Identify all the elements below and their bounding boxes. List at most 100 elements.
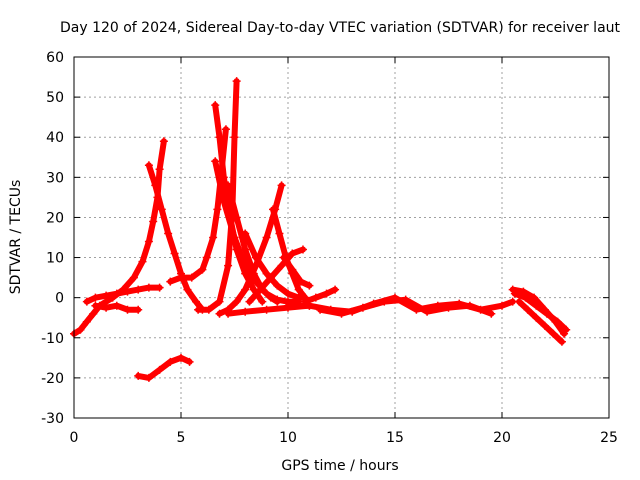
data-point <box>296 277 305 286</box>
y-tick-label: 10 <box>46 251 64 267</box>
data-point <box>288 265 297 274</box>
data-point <box>305 281 314 290</box>
data-point <box>266 293 275 302</box>
data-point <box>102 291 111 300</box>
data-point <box>187 273 196 282</box>
x-tick-label: 25 <box>600 430 618 446</box>
data-point <box>288 249 297 258</box>
data-point <box>245 297 254 306</box>
data-point <box>322 289 331 298</box>
data-point <box>241 307 250 316</box>
data-point <box>215 297 224 306</box>
data-point <box>183 285 192 294</box>
data-point <box>380 297 389 306</box>
data-point <box>155 283 164 292</box>
data-point <box>279 253 288 262</box>
data-point <box>194 305 203 314</box>
data-series-track-22 <box>510 289 571 334</box>
data-point <box>91 301 100 310</box>
y-axis-label: SDTVAR / TECUs <box>8 180 24 295</box>
data-point <box>557 337 566 346</box>
y-tick-label: 20 <box>46 210 64 226</box>
data-point <box>112 301 121 310</box>
data-point <box>89 309 98 318</box>
data-point <box>423 307 432 316</box>
y-tick-label: 40 <box>46 130 64 146</box>
chart-title: Day 120 of 2024, Sidereal Day-to-day VTE… <box>60 20 621 36</box>
data-point <box>215 133 224 142</box>
data-point <box>532 313 541 322</box>
data-series-track-19 <box>316 295 496 318</box>
data-point <box>219 197 228 206</box>
data-point <box>170 249 179 258</box>
y-tick-label: -10 <box>41 331 64 347</box>
data-point <box>157 205 166 214</box>
data-point <box>202 253 211 262</box>
data-point <box>123 305 132 314</box>
data-point <box>230 233 239 242</box>
data-point <box>164 229 173 238</box>
data-point <box>155 365 164 374</box>
data-point <box>532 301 541 310</box>
data-point <box>198 265 207 274</box>
data-point <box>166 277 175 286</box>
data-point <box>166 357 175 366</box>
y-tick-label: -30 <box>41 411 64 427</box>
data-point <box>465 301 474 310</box>
data-point <box>294 285 303 294</box>
data-point <box>540 321 549 330</box>
data-point <box>232 77 241 86</box>
series-trace <box>302 286 339 305</box>
data-point <box>284 289 292 298</box>
data-point <box>224 181 233 190</box>
data-point <box>211 101 220 110</box>
x-tick-label: 5 <box>177 430 186 446</box>
data-point <box>266 273 275 282</box>
data-point <box>530 293 539 302</box>
data-point <box>134 305 143 314</box>
data-point <box>241 245 250 254</box>
y-tick-label: 60 <box>46 50 64 66</box>
data-point <box>277 261 286 270</box>
data-point <box>298 245 307 254</box>
data-point <box>562 325 571 334</box>
data-point <box>262 269 271 278</box>
data-point <box>185 357 194 366</box>
data-point <box>232 297 241 306</box>
data-point <box>258 297 267 306</box>
data-point <box>76 325 85 334</box>
data-series-track-03 <box>91 301 143 314</box>
y-tick-label: 30 <box>46 170 64 186</box>
data-point <box>144 161 153 170</box>
data-point <box>191 297 200 306</box>
data-point <box>337 309 346 318</box>
data-point <box>487 309 496 318</box>
data-point <box>251 253 260 262</box>
data-point <box>102 303 111 312</box>
data-point <box>241 229 250 238</box>
data-point <box>316 305 325 314</box>
data-point <box>211 157 220 166</box>
data-point <box>331 285 340 294</box>
x-tick-label: 0 <box>70 430 79 446</box>
data-point <box>553 317 562 326</box>
data-point <box>401 295 410 304</box>
data-point <box>213 205 222 214</box>
data-point <box>215 309 224 318</box>
data-point <box>515 297 524 306</box>
data-point <box>144 373 153 382</box>
data-point <box>523 305 532 314</box>
data-point <box>149 217 158 226</box>
axis-ticks: 0 5 10 15 20 25 -30 -20 -10 0 10 20 30 40 50 60 <box>41 50 618 446</box>
x-tick-label: 15 <box>386 430 404 446</box>
data-point <box>256 285 265 294</box>
data-point <box>305 301 314 310</box>
data-point <box>521 293 530 302</box>
data-point <box>209 233 218 242</box>
data-point <box>224 261 233 270</box>
data-point <box>221 125 230 134</box>
data-point <box>510 289 519 298</box>
data-point <box>144 237 153 246</box>
